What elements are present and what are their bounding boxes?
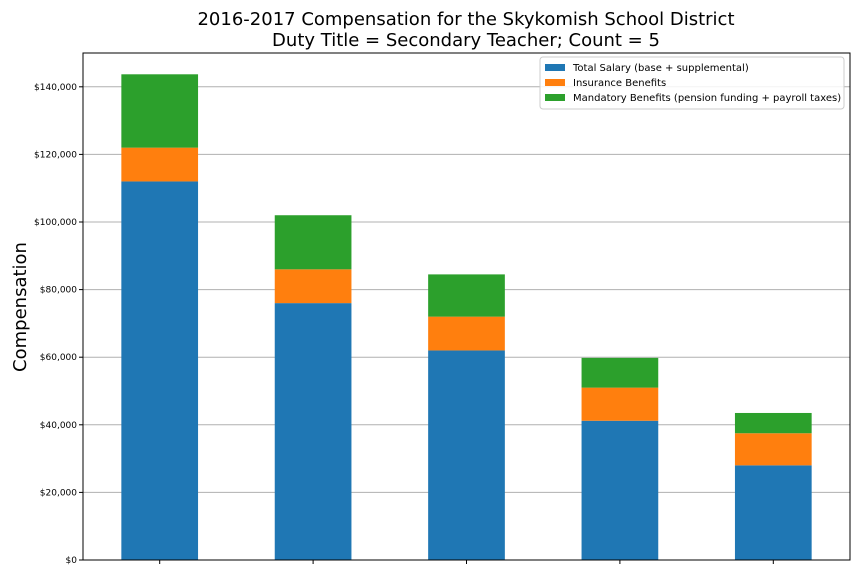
bar-segment-series-2-category-3: [581, 357, 659, 388]
y-tick-label: $120,000: [34, 150, 77, 160]
bar-segment-series-0-category-0: [121, 181, 199, 560]
bar-segment-series-2-category-1: [274, 215, 352, 270]
y-tick-label: $0: [66, 556, 78, 566]
chart-title-line-1: 2016-2017 Compensation for the Skykomish…: [197, 9, 734, 30]
y-tick-label: $40,000: [40, 421, 77, 431]
y-tick-label: $20,000: [40, 488, 77, 498]
legend-label: Insurance Benefits: [573, 78, 666, 89]
legend-box: [539, 56, 845, 110]
bar-segment-series-2-category-0: [121, 74, 199, 148]
legend-swatch: [545, 64, 565, 71]
y-axis-label: Compensation: [10, 242, 31, 372]
bar-segment-series-1-category-1: [274, 269, 352, 304]
bar-segment-series-2-category-4: [734, 412, 812, 434]
chart-title-line-2: Duty Title = Secondary Teacher; Count = …: [272, 30, 660, 51]
bar-segment-series-1-category-4: [734, 433, 812, 466]
bar-segment-series-1-category-3: [581, 387, 659, 421]
bar-segment-series-1-category-2: [428, 316, 505, 351]
bar-segment-series-0-category-4: [734, 465, 812, 560]
bar-segment-series-0-category-3: [581, 420, 659, 560]
bars: [121, 74, 812, 560]
plot-frame: [82, 52, 851, 561]
y-tick-label: $80,000: [40, 286, 77, 296]
bar-segment-series-2-category-2: [428, 274, 505, 317]
y-tick-label: $140,000: [34, 83, 77, 93]
bar-segment-series-1-category-0: [121, 147, 199, 182]
axes: $0 $20,000 $40,000 $60,000 $80,000 $100,000 $1…: [34, 52, 851, 566]
bar-segment-series-0-category-1: [274, 303, 352, 560]
legend-label: Total Salary (base + supplemental): [572, 63, 749, 74]
bar-segment-series-0-category-2: [428, 350, 505, 560]
y-tick-label: $60,000: [40, 353, 77, 363]
legend: Total Salary (base + supplemental) Insura…: [539, 56, 845, 110]
legend-swatch: [545, 79, 565, 86]
y-tick-label: $100,000: [34, 218, 77, 228]
legend-label: Mandatory Benefits (pension funding + pa…: [573, 93, 841, 104]
legend-swatch: [545, 94, 565, 101]
